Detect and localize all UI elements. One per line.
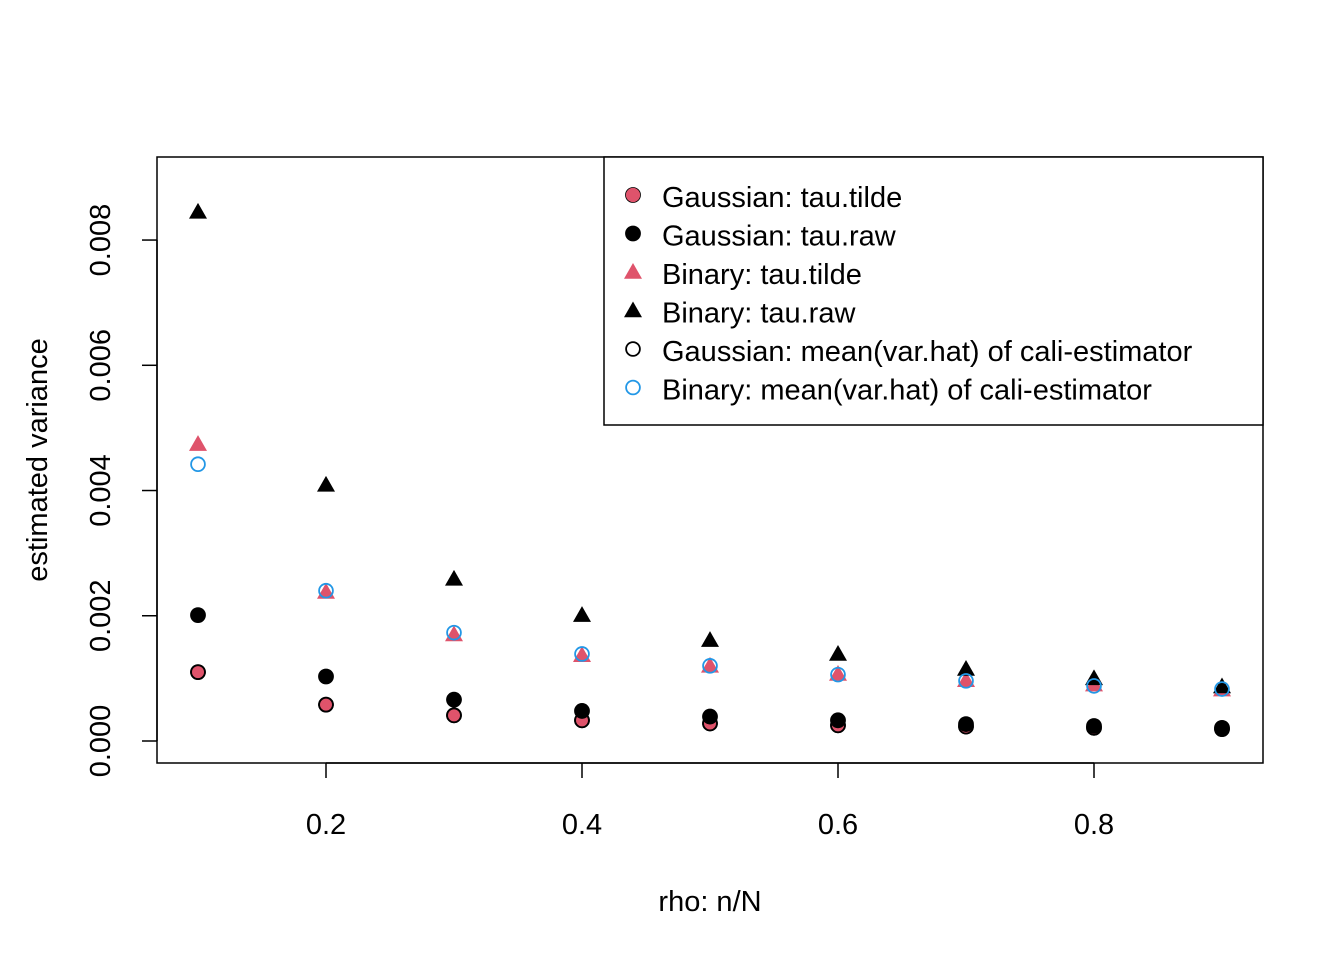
data-point (190, 607, 206, 624)
x-tick-label: 0.4 (562, 809, 602, 841)
data-points (189, 202, 1231, 738)
data-point (702, 658, 718, 674)
data-point (829, 644, 847, 661)
data-point (1086, 720, 1102, 736)
data-point (317, 475, 335, 492)
legend-entry: Gaussian: tau.tilde (662, 182, 902, 214)
data-point (446, 707, 462, 724)
series-5 (190, 456, 1230, 697)
y-tick-label: 0.008 (85, 204, 117, 277)
data-point (958, 673, 974, 689)
data-point (190, 664, 206, 680)
data-point (1214, 721, 1230, 737)
data-point (446, 624, 462, 641)
data-point (830, 717, 846, 734)
data-point (1086, 678, 1102, 694)
y-tick-label: 0.006 (85, 329, 117, 402)
data-point (958, 718, 974, 735)
data-point (446, 691, 462, 708)
series-2 (189, 435, 1231, 697)
x-tick-label: 0.8 (1074, 809, 1114, 841)
data-point (190, 456, 206, 473)
legend-entry: Binary: tau.tilde (662, 259, 862, 291)
legend-entry: Binary: mean(var.hat) of cali-estimator (662, 375, 1152, 407)
data-point (830, 666, 846, 683)
data-point (318, 582, 334, 599)
legend-marker (624, 301, 642, 318)
data-point (830, 712, 846, 729)
legend-box (603, 156, 1264, 426)
y-tick-label: 0.000 (85, 705, 117, 778)
data-point (189, 435, 207, 451)
legend-entry: Binary: tau.raw (662, 298, 856, 330)
series-4 (190, 664, 1230, 737)
y-axis: 0.000 0.002 0.004 0.006 0.008 (85, 204, 158, 778)
legend-marker (625, 225, 641, 242)
data-point (701, 656, 719, 673)
data-point (573, 606, 591, 622)
data-point (702, 715, 718, 732)
data-point (701, 631, 719, 647)
x-axis: 0.2 0.4 0.6 0.8 (306, 762, 1114, 841)
x-axis-label: rho: n/N (658, 886, 761, 918)
y-tick-label: 0.002 (85, 579, 117, 652)
data-point (189, 202, 207, 219)
legend-marker (624, 263, 642, 279)
data-point (318, 668, 334, 685)
legend-marker (625, 341, 641, 357)
data-point (957, 671, 975, 688)
x-tick-label: 0.2 (306, 809, 346, 841)
legend-marker (625, 379, 641, 396)
data-point (445, 569, 463, 586)
data-point (1214, 681, 1230, 697)
data-point (574, 646, 590, 662)
data-point (1213, 677, 1231, 694)
legend-marker (625, 187, 641, 203)
data-point (829, 664, 847, 681)
series-0 (190, 664, 1230, 738)
x-tick-label: 0.6 (818, 809, 858, 841)
legend-entry: Gaussian: tau.raw (662, 221, 897, 253)
data-point (574, 712, 590, 729)
legend: Gaussian: tau.tilde Gaussian: tau.raw Bina… (603, 156, 1264, 426)
data-point (318, 696, 334, 713)
data-point (957, 659, 975, 676)
y-axis-label: estimated variance (22, 338, 54, 581)
y-tick-label: 0.004 (85, 454, 117, 527)
legend-entry: Gaussian: mean(var.hat) of cali-estimato… (662, 336, 1193, 368)
